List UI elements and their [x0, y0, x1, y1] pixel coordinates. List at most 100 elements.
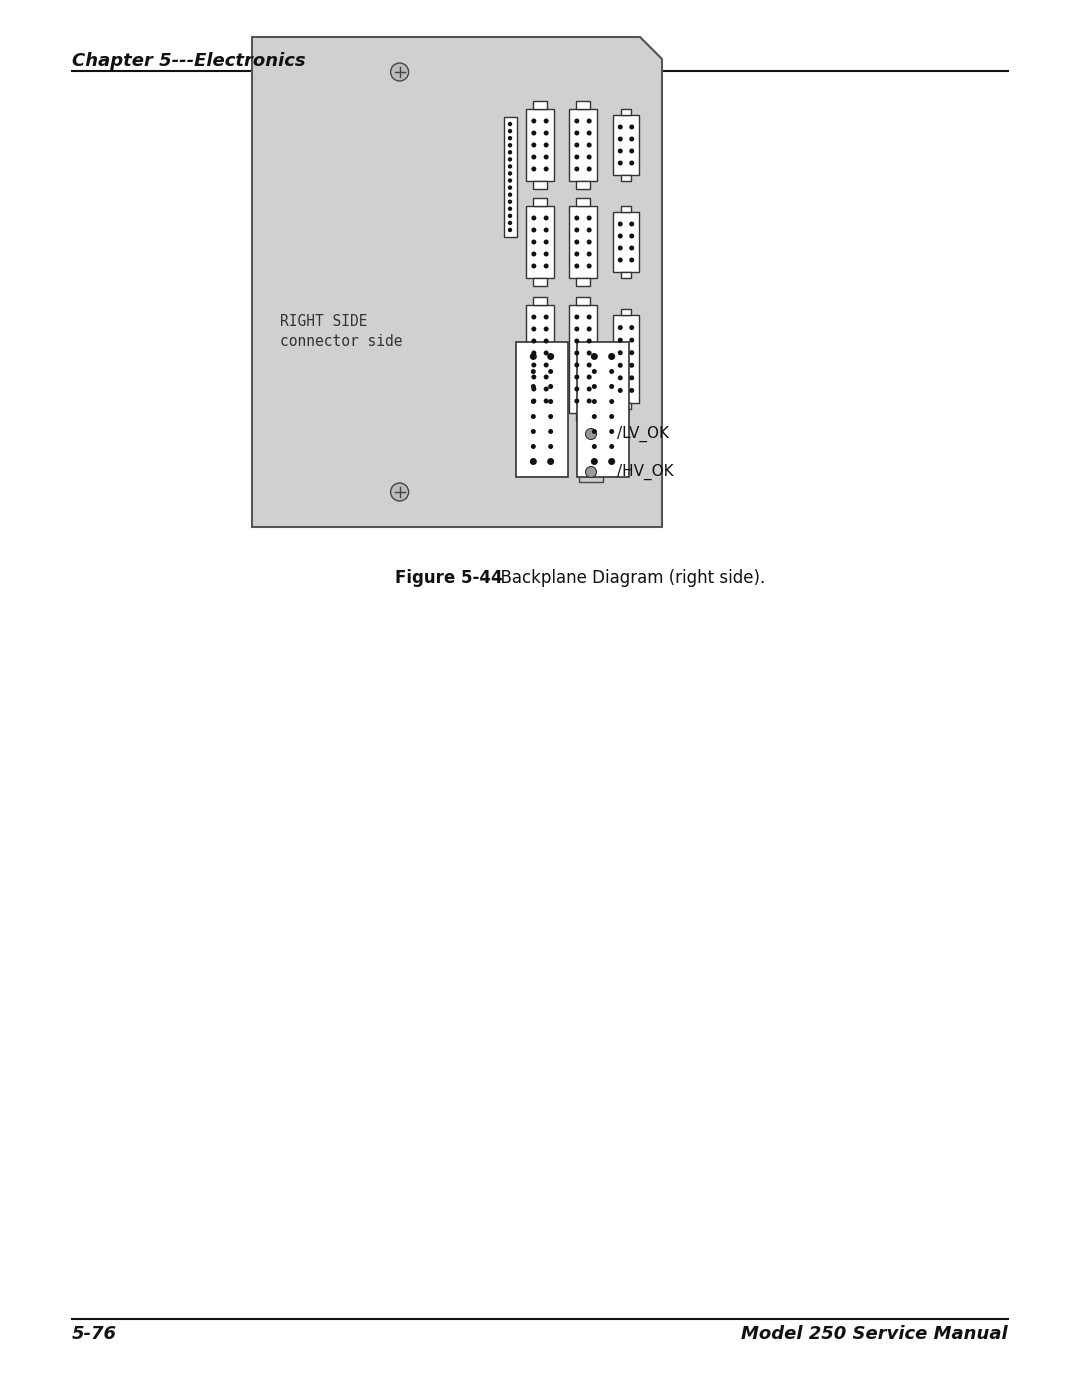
Circle shape	[575, 351, 579, 355]
Circle shape	[575, 130, 579, 136]
Circle shape	[543, 142, 549, 148]
Circle shape	[543, 228, 549, 232]
Circle shape	[630, 363, 634, 367]
Circle shape	[609, 429, 615, 434]
Circle shape	[531, 166, 537, 172]
Circle shape	[586, 228, 592, 232]
Circle shape	[531, 374, 537, 380]
Bar	[534, 101, 546, 109]
Circle shape	[618, 326, 623, 330]
Circle shape	[586, 251, 592, 257]
Circle shape	[618, 124, 623, 130]
Circle shape	[575, 119, 579, 123]
Circle shape	[508, 129, 512, 133]
Circle shape	[508, 221, 512, 225]
Circle shape	[586, 338, 592, 344]
Circle shape	[575, 338, 579, 344]
Circle shape	[508, 228, 512, 232]
Circle shape	[575, 327, 579, 331]
Circle shape	[543, 130, 549, 136]
Circle shape	[586, 155, 592, 159]
Circle shape	[549, 384, 553, 388]
Circle shape	[609, 384, 615, 388]
Circle shape	[531, 130, 537, 136]
Circle shape	[531, 398, 537, 404]
Circle shape	[508, 122, 512, 126]
Text: Figure 5-44: Figure 5-44	[395, 569, 502, 587]
Bar	[621, 272, 631, 278]
Circle shape	[630, 257, 634, 263]
Circle shape	[575, 166, 579, 172]
Circle shape	[586, 387, 592, 391]
Text: RIGHT SIDE: RIGHT SIDE	[280, 314, 367, 330]
Circle shape	[531, 338, 537, 344]
Circle shape	[630, 338, 634, 342]
Circle shape	[531, 239, 537, 244]
Text: /LV_OK: /LV_OK	[617, 426, 669, 441]
Bar	[576, 414, 590, 420]
Circle shape	[575, 398, 579, 404]
Circle shape	[586, 264, 592, 268]
Circle shape	[508, 172, 512, 176]
Text: /HV_OK: /HV_OK	[617, 464, 674, 481]
Bar	[534, 278, 546, 286]
Bar	[534, 298, 546, 305]
Bar	[576, 278, 590, 286]
Circle shape	[549, 400, 553, 404]
Bar	[576, 298, 590, 305]
Circle shape	[575, 239, 579, 244]
Circle shape	[592, 444, 597, 448]
Bar	[534, 198, 546, 205]
Circle shape	[575, 251, 579, 257]
Circle shape	[531, 387, 537, 391]
Circle shape	[618, 246, 623, 250]
Circle shape	[618, 363, 623, 367]
Circle shape	[618, 338, 623, 342]
Circle shape	[592, 369, 597, 374]
Circle shape	[586, 142, 592, 148]
Circle shape	[575, 314, 579, 320]
Circle shape	[531, 351, 537, 355]
Circle shape	[630, 326, 634, 330]
Circle shape	[609, 414, 615, 419]
Circle shape	[531, 362, 537, 367]
Circle shape	[543, 264, 549, 268]
Circle shape	[391, 63, 408, 81]
Circle shape	[586, 351, 592, 355]
Circle shape	[585, 467, 596, 478]
Text: 5-76: 5-76	[72, 1324, 117, 1343]
Circle shape	[618, 161, 623, 165]
Circle shape	[618, 148, 623, 154]
Circle shape	[630, 137, 634, 141]
Circle shape	[618, 137, 623, 141]
Circle shape	[543, 239, 549, 244]
Bar	[576, 198, 590, 205]
Circle shape	[591, 353, 598, 360]
Bar	[621, 175, 631, 182]
Circle shape	[586, 327, 592, 331]
Circle shape	[586, 130, 592, 136]
Circle shape	[630, 124, 634, 130]
Circle shape	[586, 119, 592, 123]
Circle shape	[543, 166, 549, 172]
Circle shape	[586, 374, 592, 380]
Circle shape	[618, 388, 623, 393]
Circle shape	[508, 193, 512, 197]
Circle shape	[531, 119, 537, 123]
Circle shape	[531, 251, 537, 257]
Circle shape	[391, 483, 408, 502]
Circle shape	[531, 155, 537, 159]
Circle shape	[592, 429, 597, 434]
Circle shape	[618, 351, 623, 355]
Text: connector side: connector side	[280, 334, 403, 349]
Circle shape	[531, 142, 537, 148]
Circle shape	[609, 444, 615, 448]
Circle shape	[543, 351, 549, 355]
Circle shape	[586, 314, 592, 320]
Bar	[621, 205, 631, 212]
Circle shape	[630, 222, 634, 226]
Bar	[503, 117, 516, 237]
Bar	[621, 309, 631, 314]
Circle shape	[549, 369, 553, 374]
Bar	[526, 205, 554, 278]
